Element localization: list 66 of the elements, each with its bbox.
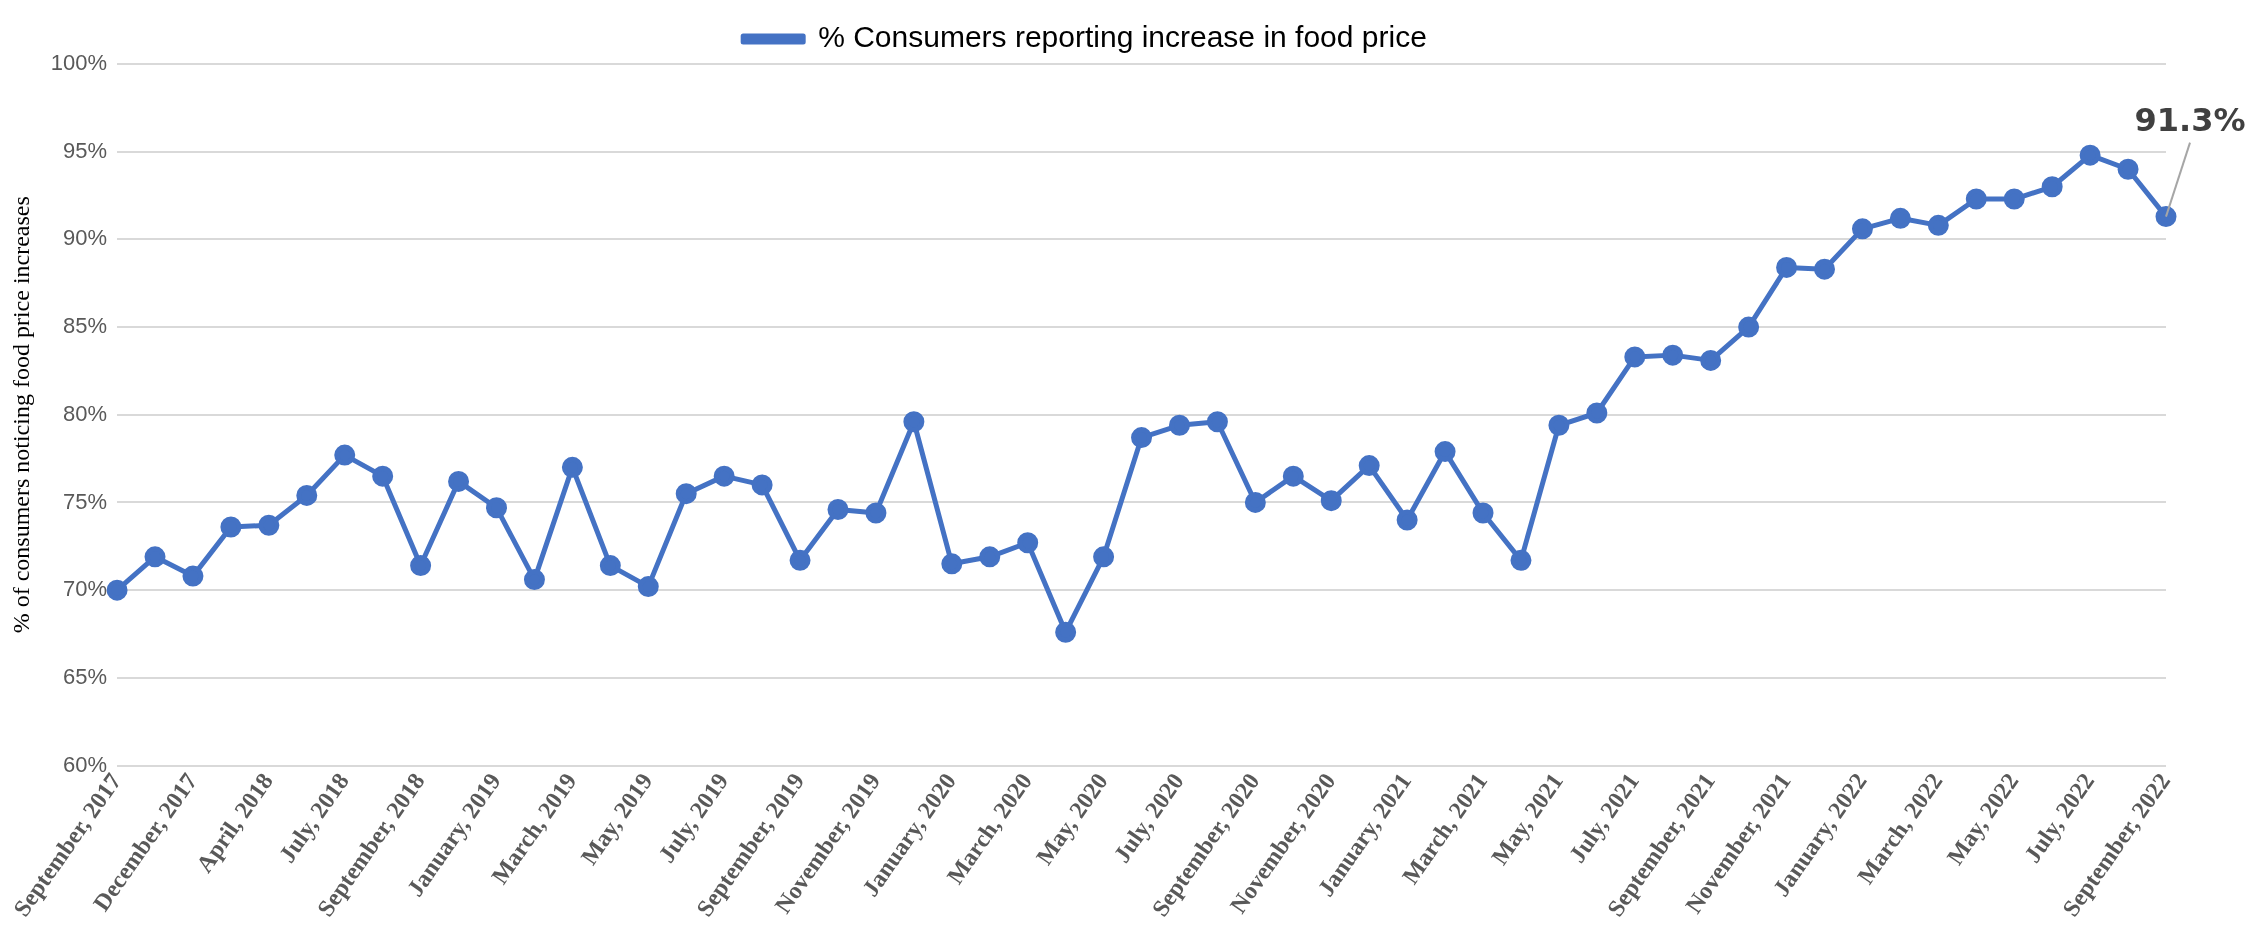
y-tick-label: 85% [63, 313, 108, 339]
point [1776, 256, 1798, 278]
point [1548, 414, 1570, 436]
point [827, 498, 849, 520]
point [486, 497, 507, 519]
point [1965, 188, 1987, 210]
point [2003, 188, 2025, 210]
point [410, 555, 432, 577]
point [144, 546, 166, 568]
y-tick-label: 80% [63, 400, 108, 426]
point [2117, 158, 2139, 180]
point [1472, 502, 1494, 524]
point [1700, 349, 1722, 371]
point [675, 483, 697, 505]
point [1282, 465, 1304, 487]
point [1358, 455, 1380, 477]
point [296, 484, 318, 506]
point [1927, 214, 1949, 236]
y-tick-label: 90% [63, 225, 108, 251]
point [2041, 176, 2063, 198]
point [637, 576, 659, 598]
point [1434, 441, 1456, 463]
point [1017, 532, 1039, 554]
point [1662, 344, 1684, 366]
point [599, 555, 621, 577]
point [523, 569, 545, 591]
point [1889, 207, 1911, 229]
point [1396, 509, 1418, 531]
point [903, 411, 925, 433]
y-tick-label: 95% [63, 137, 108, 163]
point [1244, 491, 1266, 513]
point [1093, 546, 1115, 568]
point [1814, 258, 1836, 280]
y-tick-label: 65% [63, 663, 108, 689]
point [1586, 402, 1608, 424]
y-axis-title: % of consumers noticing food price increases [7, 196, 34, 634]
point [1131, 427, 1153, 449]
legend-label: % Consumers reporting increase in food price [818, 20, 1427, 54]
point [258, 514, 280, 536]
point [1320, 490, 1342, 512]
point [448, 470, 470, 492]
point [1738, 316, 1760, 338]
point [1510, 549, 1532, 571]
point [941, 553, 963, 575]
point [1624, 346, 1646, 368]
point [220, 516, 242, 538]
point [372, 465, 394, 487]
point [713, 465, 735, 487]
point [182, 565, 204, 587]
point [2079, 144, 2101, 166]
point [979, 546, 1001, 568]
point [789, 549, 811, 571]
annotation: 91.3% [2134, 100, 2246, 139]
point [334, 444, 356, 466]
point [865, 502, 887, 524]
y-tick-label: 75% [63, 488, 108, 514]
point [1168, 414, 1190, 436]
point [106, 579, 128, 601]
point [2155, 206, 2177, 228]
point [561, 456, 583, 478]
y-tick-label: 100% [50, 50, 108, 76]
point [751, 474, 773, 496]
point [1206, 411, 1228, 433]
point [1851, 218, 1873, 240]
y-tick-label: 70% [63, 576, 108, 602]
point [1055, 621, 1077, 643]
